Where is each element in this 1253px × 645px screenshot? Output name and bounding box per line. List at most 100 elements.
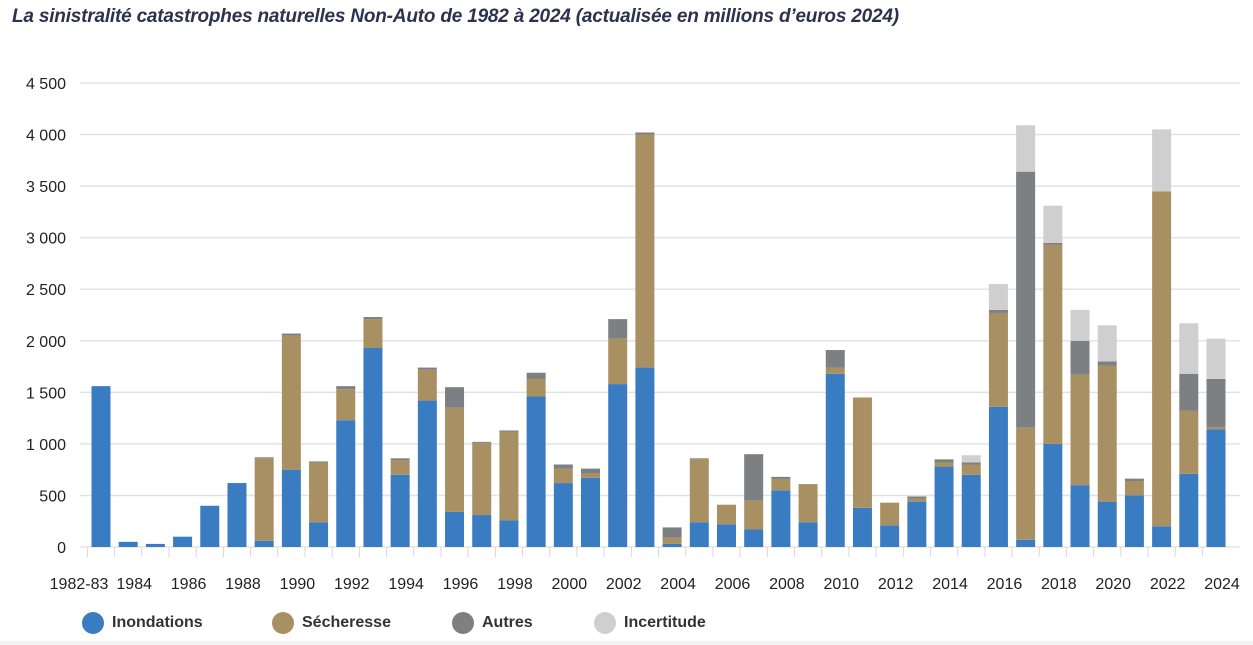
- bar-segment-scheresse-1991: [309, 462, 329, 523]
- chart-plot: 0 500 1 000 1 500 2 000 2 500 3 000 3 500 4 000 4…: [26, 76, 1240, 593]
- bar-segment-inondations-1987: [200, 505, 220, 547]
- bar-segment-incertitude-2019: [1070, 309, 1090, 341]
- y-tick-label: 0: [57, 540, 66, 557]
- x-tick-label: 2006: [715, 576, 751, 593]
- bar-segment-inondations-2019: [1070, 485, 1090, 547]
- bar-segment-scheresse-2005: [689, 459, 709, 523]
- bar-segment-scheresse-2019: [1070, 374, 1090, 486]
- bar-segment-autres-1994: [390, 458, 410, 461]
- legend-swatch-icon: [594, 612, 616, 634]
- bar-segment-inondations-1998: [499, 520, 519, 547]
- bar-segment-autres-1999: [526, 372, 546, 379]
- bar-segment-inondations-2021: [1124, 495, 1144, 547]
- bar-segment-inondations-1996: [445, 511, 465, 547]
- bar-segment-scheresse-1990: [281, 335, 301, 470]
- bar-segment-incertitude-2016: [988, 284, 1008, 310]
- bar-segment-inondations-1995: [417, 400, 437, 547]
- bar-segment-incertitude-2024: [1206, 338, 1226, 379]
- bar-segment-scheresse-2018: [1043, 244, 1063, 444]
- y-tick-label: 3 000: [26, 231, 66, 248]
- bar-segment-inondations-1984: [118, 541, 138, 547]
- bar-segment-autres-2019: [1070, 340, 1090, 375]
- bar-segment-scheresse-2015: [961, 464, 981, 475]
- y-tick-label: 2 000: [26, 334, 66, 351]
- bar-segment-inondations-1982-83: [91, 386, 111, 547]
- x-tick-label: 1994: [388, 576, 424, 593]
- bar-segment-autres-2021: [1124, 478, 1144, 482]
- bar-segment-inondations-1997: [472, 515, 492, 547]
- bar-segment-incertitude-2018: [1043, 205, 1063, 243]
- bar-segment-autres-2008: [771, 476, 791, 479]
- legend-item-incertitude[interactable]: Incertitude: [594, 612, 706, 634]
- y-tick-label: 1 000: [26, 437, 66, 454]
- bar-segment-scheresse-2011: [852, 397, 872, 508]
- bar-segment-inondations-2022: [1152, 526, 1172, 547]
- legend-item-inondations[interactable]: Inondations: [82, 612, 203, 634]
- bar-segment-scheresse-2007: [744, 500, 764, 530]
- legend-label: Sécheresse: [302, 614, 391, 631]
- bar-segment-scheresse-2023: [1179, 410, 1199, 474]
- bar-segment-inondations-2001: [581, 477, 601, 547]
- bar-segment-inondations-2016: [988, 406, 1008, 547]
- bar-segment-inondations-2020: [1097, 501, 1117, 547]
- bar-segment-inondations-2011: [852, 507, 872, 547]
- bar-segment-autres-2023: [1179, 373, 1199, 411]
- bar-segment-scheresse-1993: [363, 319, 383, 348]
- bar-segment-inondations-2002: [608, 384, 628, 547]
- bar-segment-inondations-2015: [961, 474, 981, 547]
- bar-segment-incertitude-2020: [1097, 325, 1117, 362]
- bar-segment-scheresse-2024: [1206, 427, 1226, 430]
- bar-segment-scheresse-2021: [1124, 481, 1144, 496]
- bar-segment-autres-2017: [1016, 171, 1036, 428]
- bar-segment-scheresse-2016: [988, 312, 1008, 407]
- bar-segment-scheresse-1989: [254, 458, 274, 541]
- bar-segment-scheresse-1999: [526, 378, 546, 397]
- bar-segment-autres-2002: [608, 319, 628, 339]
- bar-segment-scheresse-2008: [771, 478, 791, 491]
- bar-segment-inondations-2005: [689, 522, 709, 547]
- y-tick-label: 4 500: [26, 76, 66, 93]
- bar-segment-scheresse-1995: [417, 369, 437, 401]
- x-tick-label: 1982-83: [50, 576, 109, 593]
- x-tick-label: 1996: [443, 576, 479, 593]
- bar-segment-inondations-1986: [173, 536, 193, 547]
- bar-segment-scheresse-1996: [445, 407, 465, 512]
- x-tick-label: 2014: [932, 576, 968, 593]
- bar-segment-inondations-1992: [336, 420, 356, 547]
- legend-item-scheresse[interactable]: Sécheresse: [272, 612, 391, 634]
- bar-segment-autres-1998: [499, 430, 519, 432]
- x-tick-label: 2002: [606, 576, 642, 593]
- bar-segment-autres-1990: [281, 333, 301, 336]
- x-tick-label: 1988: [225, 576, 261, 593]
- bar-segment-autres-2018: [1043, 242, 1063, 245]
- x-tick-label: 1984: [116, 576, 152, 593]
- bar-segment-autres-2013: [907, 496, 927, 499]
- y-tick-label: 2 500: [26, 282, 66, 299]
- bar-segment-inondations-2018: [1043, 443, 1063, 547]
- bar-segment-autres-2014: [934, 459, 954, 463]
- bar-segment-scheresse-2022: [1152, 191, 1172, 527]
- bar-segment-inondations-2023: [1179, 473, 1199, 547]
- bar-segment-inondations-1991: [309, 522, 329, 547]
- bar-segment-incertitude-2021: [1124, 477, 1144, 479]
- x-tick-label: 2022: [1150, 576, 1186, 593]
- x-tick-label: 2016: [987, 576, 1023, 593]
- y-tick-label: 500: [39, 488, 66, 505]
- bar-segment-autres-1991: [309, 461, 329, 463]
- legend-item-autres[interactable]: Autres: [452, 612, 533, 634]
- bar-segment-incertitude-2017: [1016, 125, 1036, 172]
- legend-label: Inondations: [112, 614, 203, 631]
- bar-segment-autres-2016: [988, 309, 1008, 313]
- bar-segment-autres-1993: [363, 317, 383, 320]
- bar-segment-scheresse-2000: [553, 468, 573, 484]
- bar-segment-scheresse-2013: [907, 498, 927, 502]
- bar-segment-scheresse-2006: [716, 504, 736, 525]
- x-tick-label: 2008: [769, 576, 805, 593]
- bar-segment-inondations-2004: [662, 543, 682, 547]
- bar-segment-inondations-2014: [934, 466, 954, 547]
- x-tick-label: 2010: [823, 576, 859, 593]
- bar-segment-inondations-2017: [1016, 539, 1036, 547]
- bar-segment-autres-2000: [553, 464, 573, 469]
- bar-segment-autres-2004: [662, 527, 682, 538]
- bar-segment-inondations-1999: [526, 396, 546, 547]
